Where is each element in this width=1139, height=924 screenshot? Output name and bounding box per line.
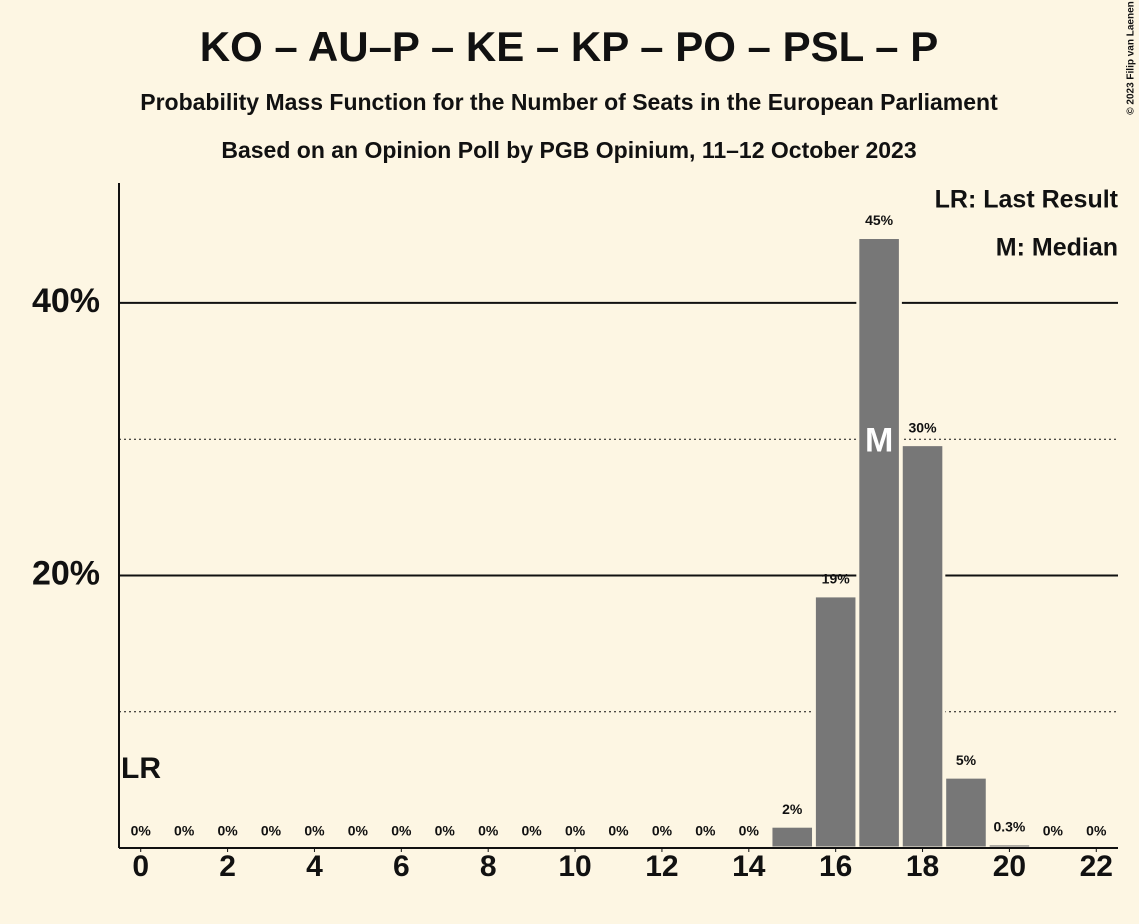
legend-entry: LR: Last Result — [935, 186, 1119, 214]
value-label: 0% — [1086, 823, 1107, 839]
value-label: 0% — [174, 823, 195, 839]
y-tick-label: 20% — [32, 554, 100, 592]
x-tick-label: 14 — [732, 850, 766, 883]
value-label: 0% — [261, 823, 282, 839]
x-tick-label: 0 — [132, 850, 149, 883]
value-label: 0% — [478, 823, 499, 839]
value-label: 5% — [956, 752, 977, 768]
value-label: 30% — [909, 419, 938, 435]
value-label: 0% — [1043, 823, 1064, 839]
y-tick-label: 40% — [32, 282, 100, 320]
x-tick-label: 2 — [219, 850, 236, 883]
x-tick-label: 6 — [393, 850, 410, 883]
bar — [769, 824, 816, 850]
x-tick-label: 12 — [645, 850, 678, 883]
value-label: 0% — [695, 823, 716, 839]
value-label: 0% — [652, 823, 673, 839]
value-label: 0% — [435, 823, 456, 839]
x-tick-label: 8 — [480, 850, 497, 883]
x-tick-label: 18 — [906, 850, 939, 883]
x-tick-label: 4 — [306, 850, 323, 883]
value-label: 0.3% — [993, 819, 1025, 835]
x-tick-label: 20 — [993, 850, 1026, 883]
value-label: 2% — [782, 801, 803, 817]
value-label: 0% — [565, 823, 586, 839]
median-marker: M — [865, 422, 893, 460]
value-label: 0% — [739, 823, 760, 839]
x-tick-label: 22 — [1080, 850, 1113, 883]
chart-title: KO – AU–P – KE – KP – PO – PSL – P — [200, 23, 938, 70]
value-label: 0% — [304, 823, 325, 839]
bar — [899, 443, 946, 850]
last-result-marker: LR — [121, 752, 161, 785]
value-label: 0% — [608, 823, 629, 839]
value-label: 45% — [865, 212, 894, 228]
value-label: 0% — [131, 823, 152, 839]
bar — [943, 775, 989, 850]
value-label: 19% — [822, 571, 851, 587]
credit: © 2023 Filip van Laenen — [1126, 1, 1137, 115]
bar — [856, 236, 902, 850]
legend-entry: M: Median — [996, 234, 1118, 262]
chart-subtitle: Probability Mass Function for the Number… — [140, 89, 998, 115]
chart-caption: Based on an Opinion Poll by PGB Opinium,… — [221, 137, 916, 163]
x-tick-label: 16 — [819, 850, 852, 883]
value-label: 0% — [217, 823, 238, 839]
value-label: 0% — [391, 823, 412, 839]
value-label: 0% — [522, 823, 543, 839]
value-label: 0% — [348, 823, 369, 839]
bar — [812, 594, 859, 850]
x-tick-label: 10 — [558, 850, 591, 883]
